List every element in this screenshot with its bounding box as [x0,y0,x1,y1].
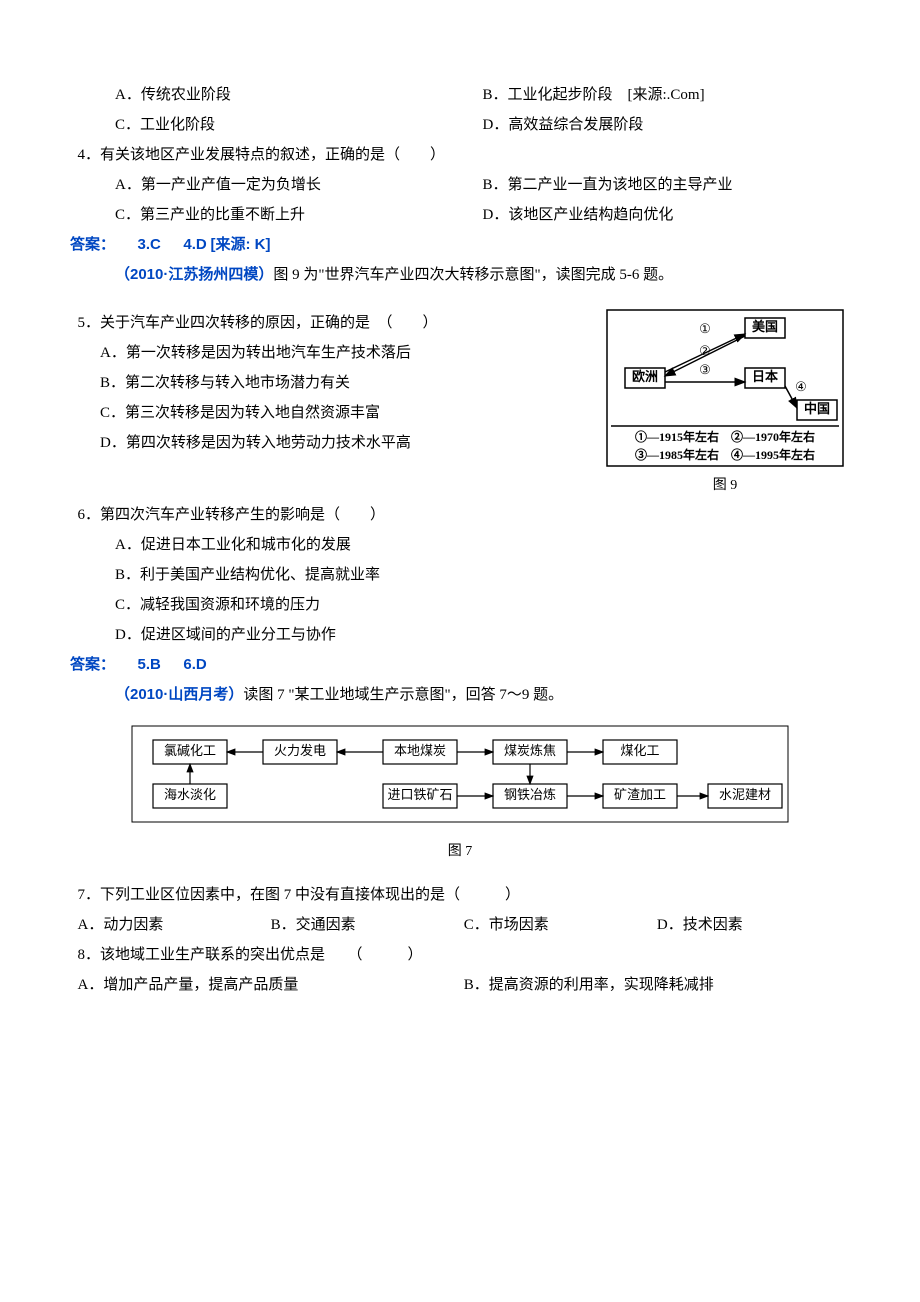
q5-opt-d: D．第四次转移是因为转入地劳动力技术水平高 [70,428,590,458]
answer-4-suffix: [来源: K] [210,236,270,253]
q3-opt-c: C．工业化阶段 [115,110,483,140]
answer-5-6: 答案： 5.B 6.D [70,650,850,680]
svg-text:海水淡化: 海水淡化 [164,787,216,802]
q7-options: A．动力因素 B．交通因素 C．市场因素 D．技术因素 [70,910,850,940]
q7-opt-b: B．交通因素 [271,910,464,940]
svg-text:①—1915年左右 ②—1970年左右: ①—1915年左右 ②—1970年左右 [635,429,815,444]
q5-with-figure: 5．关于汽车产业四次转移的原因，正确的是 （ ） A．第一次转移是因为转出地汽车… [70,308,850,500]
q8-opt-a: A．增加产品产量，提高产品质量 [78,970,464,1000]
q8-stem: 8．该地域工业生产联系的突出优点是 （ ） [70,940,850,970]
q3-options-row2: C．工业化阶段 D．高效益综合发展阶段 [70,110,850,140]
svg-text:日本: 日本 [752,369,778,384]
q4-opt-d: D．该地区产业结构趋向优化 [483,200,851,230]
q5-opt-b: B．第二次转移与转入地市场潜力有关 [70,368,590,398]
svg-text:进口铁矿石: 进口铁矿石 [387,787,452,802]
q3-opt-d: D．高效益综合发展阶段 [483,110,851,140]
q7-opt-c: C．市场因素 [464,910,657,940]
q6-opt-a: A．促进日本工业化和城市化的发展 [70,530,850,560]
q56-source: （2010·江苏扬州四模） [115,266,273,283]
svg-text:火力发电: 火力发电 [274,743,326,758]
figure-9-caption: 图 9 [600,472,850,500]
q56-intro-text: 图 9 为"世界汽车产业四次大转移示意图"，读图完成 5-6 题。 [273,267,673,283]
svg-text:美国: 美国 [752,319,778,334]
answer-4: 4.D [183,236,206,253]
svg-text:④: ④ [795,379,807,394]
figure-9-diagram: 欧洲 美国日本中国 ① ② ③ ④ ①—1915年左右 ②—1970年左右 ③—1985年左右… [605,308,845,468]
q4-options-row2: C．第三产业的比重不断上升 D．该地区产业结构趋向优化 [70,200,850,230]
q5-stem: 5．关于汽车产业四次转移的原因，正确的是 （ ） [70,308,590,338]
q8-opt-b: B．提高资源的利用率，实现降耗减排 [464,970,850,1000]
q79-source: （2010·山西月考） [115,686,243,703]
q4-opt-c: C．第三产业的比重不断上升 [115,200,483,230]
svg-text:①: ① [699,321,711,336]
answer-5: 5.B [138,656,161,673]
svg-text:矿渣加工: 矿渣加工 [614,787,666,802]
figure-7-caption: 图 7 [70,838,850,866]
answer-label-56: 答案： [70,656,115,673]
q6-opt-b: B．利于美国产业结构优化、提高就业率 [70,560,850,590]
svg-text:水泥建材: 水泥建材 [719,787,771,802]
q6-opt-d: D．促进区域间的产业分工与协作 [70,620,850,650]
svg-text:②: ② [699,343,711,358]
q5-opt-a: A．第一次转移是因为转出地汽车生产技术落后 [70,338,590,368]
svg-text:煤炭炼焦: 煤炭炼焦 [504,743,556,758]
q7-opt-a: A．动力因素 [78,910,271,940]
figure-7-wrap: 氯碱化工 火力发电 本地煤炭 煤炭炼焦 煤化工海水淡化 进口铁矿石 钢铁冶炼 矿渣加工 水泥建材… [70,724,850,866]
answer-6: 6.D [183,656,206,673]
answer-label: 答案： [70,236,115,253]
q79-intro-text: 读图 7 "某工业地域生产示意图"，回答 7～9 题。 [243,687,563,703]
q6-opt-c: C．减轻我国资源和环境的压力 [70,590,850,620]
q3-options-row1: A．传统农业阶段 B．工业化起步阶段 [来源:.Com] [70,80,850,110]
q5-opt-c: C．第三次转移是因为转入地自然资源丰富 [70,398,590,428]
q4-opt-a: A．第一产业产值一定为负增长 [115,170,483,200]
q7-stem: 7．下列工业区位因素中，在图 7 中没有直接体现出的是（ ） [70,880,850,910]
svg-text:氯碱化工: 氯碱化工 [164,743,216,758]
q56-intro: （2010·江苏扬州四模）图 9 为"世界汽车产业四次大转移示意图"，读图完成 … [70,260,850,290]
svg-text:欧洲: 欧洲 [632,369,658,384]
svg-text:③: ③ [699,362,711,377]
figure-7-diagram: 氯碱化工 火力发电 本地煤炭 煤炭炼焦 煤化工海水淡化 进口铁矿石 钢铁冶炼 矿渣加工 水泥建材 [130,724,790,834]
svg-text:本地煤炭: 本地煤炭 [394,743,446,758]
svg-text:钢铁冶炼: 钢铁冶炼 [504,787,556,802]
q6-stem: 6．第四次汽车产业转移产生的影响是（ ） [70,500,850,530]
svg-text:煤化工: 煤化工 [620,743,659,758]
svg-text:③—1985年左右 ④—1995年左右: ③—1985年左右 ④—1995年左右 [635,447,815,462]
answer-3: 3.C [138,236,161,253]
q7-opt-d: D．技术因素 [657,910,850,940]
q8-options: A．增加产品产量，提高产品质量 B．提高资源的利用率，实现降耗减排 [70,970,850,1000]
answer-3-4: 答案： 3.C 4.D [来源: K] [70,230,850,260]
q3-opt-b: B．工业化起步阶段 [来源:.Com] [483,80,851,110]
q4-stem: 4．有关该地区产业发展特点的叙述，正确的是（ ） [70,140,850,170]
q3-opt-a: A．传统农业阶段 [115,80,483,110]
q79-intro: （2010·山西月考）读图 7 "某工业地域生产示意图"，回答 7～9 题。 [70,680,850,710]
q4-opt-b: B．第二产业一直为该地区的主导产业 [483,170,851,200]
q4-options-row1: A．第一产业产值一定为负增长 B．第二产业一直为该地区的主导产业 [70,170,850,200]
svg-text:中国: 中国 [804,401,830,416]
